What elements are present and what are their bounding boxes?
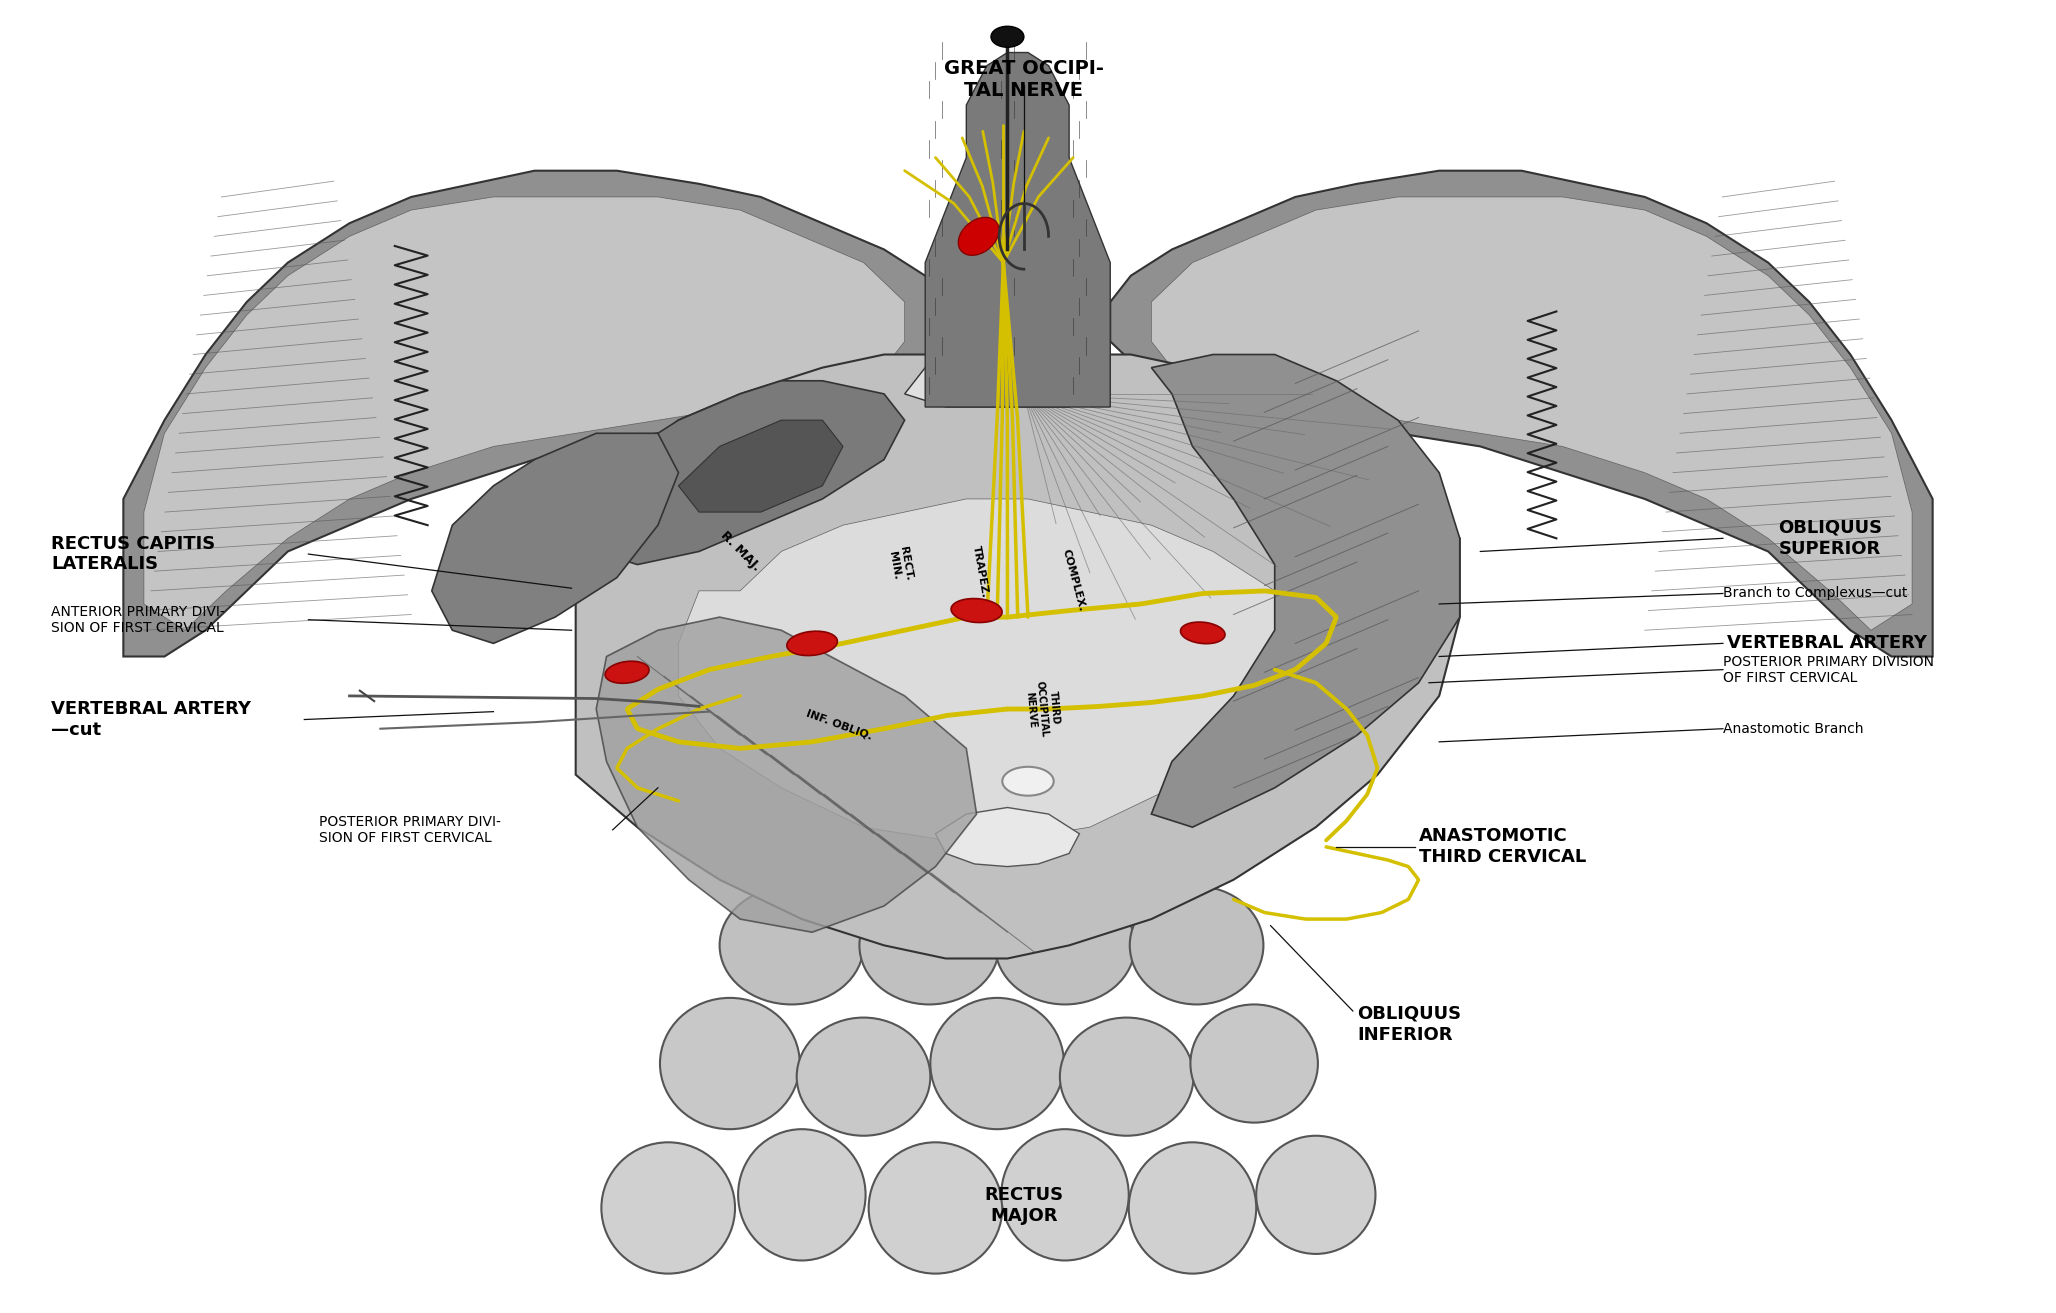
Polygon shape: [1110, 171, 1933, 656]
Ellipse shape: [796, 1018, 931, 1136]
Polygon shape: [596, 617, 977, 932]
Text: R. MAJ.: R. MAJ.: [718, 529, 763, 574]
Text: INF. OBLIQ.: INF. OBLIQ.: [804, 708, 874, 742]
Ellipse shape: [604, 662, 650, 683]
Text: GREAT OCCIPI-
TAL NERVE: GREAT OCCIPI- TAL NERVE: [944, 59, 1104, 100]
Polygon shape: [123, 171, 946, 656]
Ellipse shape: [1256, 1136, 1375, 1254]
Text: OBLIQUUS
SUPERIOR: OBLIQUUS SUPERIOR: [1778, 519, 1883, 558]
Polygon shape: [144, 197, 905, 630]
Polygon shape: [678, 499, 1295, 840]
Ellipse shape: [1131, 886, 1262, 1004]
Ellipse shape: [1129, 1142, 1256, 1274]
Polygon shape: [432, 433, 678, 643]
Text: RECT.
MIN.: RECT. MIN.: [886, 546, 915, 583]
Text: Anastomotic Branch: Anastomotic Branch: [1723, 722, 1863, 735]
Text: TRAPEZ.: TRAPEZ.: [970, 544, 991, 599]
Text: POSTERIOR PRIMARY DIVI-
SION OF FIRST CERVICAL: POSTERIOR PRIMARY DIVI- SION OF FIRST CE…: [319, 814, 500, 846]
Text: RECTUS CAPITIS
LATERALIS: RECTUS CAPITIS LATERALIS: [51, 534, 216, 574]
Ellipse shape: [995, 886, 1135, 1004]
Ellipse shape: [952, 599, 1001, 622]
Ellipse shape: [859, 886, 999, 1004]
Circle shape: [991, 26, 1024, 47]
Text: ANTERIOR PRIMARY DIVI-
SION OF FIRST CERVICAL: ANTERIOR PRIMARY DIVI- SION OF FIRST CER…: [51, 604, 226, 635]
Ellipse shape: [600, 1142, 736, 1274]
Text: ANASTOMOTIC
THIRD CERVICAL: ANASTOMOTIC THIRD CERVICAL: [1419, 827, 1585, 867]
Text: RECTUS
MAJOR: RECTUS MAJOR: [985, 1186, 1063, 1225]
Ellipse shape: [1180, 622, 1225, 643]
Ellipse shape: [958, 218, 999, 255]
Text: VERTEBRAL ARTERY: VERTEBRAL ARTERY: [1727, 634, 1926, 653]
Polygon shape: [576, 381, 905, 565]
Ellipse shape: [1001, 1129, 1129, 1260]
Text: THIRD
OCCIPITAL
NERVE: THIRD OCCIPITAL NERVE: [1024, 679, 1061, 739]
Polygon shape: [1151, 355, 1460, 827]
Polygon shape: [576, 355, 1460, 958]
Text: POSTERIOR PRIMARY DIVISION
OF FIRST CERVICAL: POSTERIOR PRIMARY DIVISION OF FIRST CERV…: [1723, 654, 1935, 685]
Polygon shape: [925, 53, 1110, 407]
Ellipse shape: [738, 1129, 866, 1260]
Ellipse shape: [787, 632, 837, 655]
Ellipse shape: [1190, 1004, 1318, 1123]
Ellipse shape: [1003, 767, 1055, 796]
Ellipse shape: [720, 886, 864, 1004]
Ellipse shape: [660, 998, 800, 1129]
Ellipse shape: [929, 998, 1065, 1129]
Polygon shape: [905, 249, 1110, 407]
Text: VERTEBRAL ARTERY
—cut: VERTEBRAL ARTERY —cut: [51, 700, 251, 739]
Polygon shape: [1151, 197, 1912, 630]
Polygon shape: [678, 420, 843, 512]
Text: OBLIQUUS
INFERIOR: OBLIQUUS INFERIOR: [1357, 1004, 1462, 1044]
Polygon shape: [935, 807, 1079, 867]
Ellipse shape: [1061, 1018, 1192, 1136]
Polygon shape: [781, 748, 1182, 932]
Text: Branch to Complexus—cut: Branch to Complexus—cut: [1723, 587, 1908, 600]
Text: COMPLEX.: COMPLEX.: [1061, 548, 1086, 613]
Ellipse shape: [868, 1142, 1003, 1274]
